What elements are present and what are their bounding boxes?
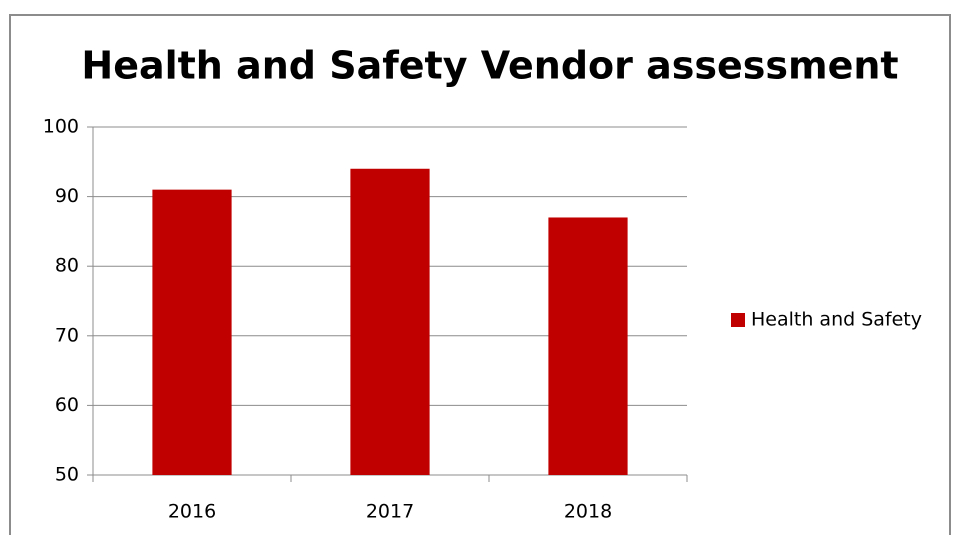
legend-swatch <box>731 313 745 327</box>
chart-border <box>9 14 951 535</box>
y-tick-label: 100 <box>43 116 79 138</box>
x-tick-label: 2017 <box>366 501 414 523</box>
bar <box>350 168 430 475</box>
y-tick-label: 50 <box>55 464 79 486</box>
y-tick-label: 60 <box>55 394 79 416</box>
y-tick-label: 70 <box>55 324 79 346</box>
legend-label: Health and Safety <box>751 309 922 331</box>
x-tick-label: 2016 <box>168 501 216 523</box>
chart-title: Health and Safety Vendor assessment <box>81 44 898 88</box>
y-tick-label: 80 <box>55 255 79 277</box>
x-tick-label: 2018 <box>564 501 612 523</box>
bar <box>152 189 232 475</box>
y-tick-label: 90 <box>55 185 79 207</box>
bar <box>548 217 628 476</box>
